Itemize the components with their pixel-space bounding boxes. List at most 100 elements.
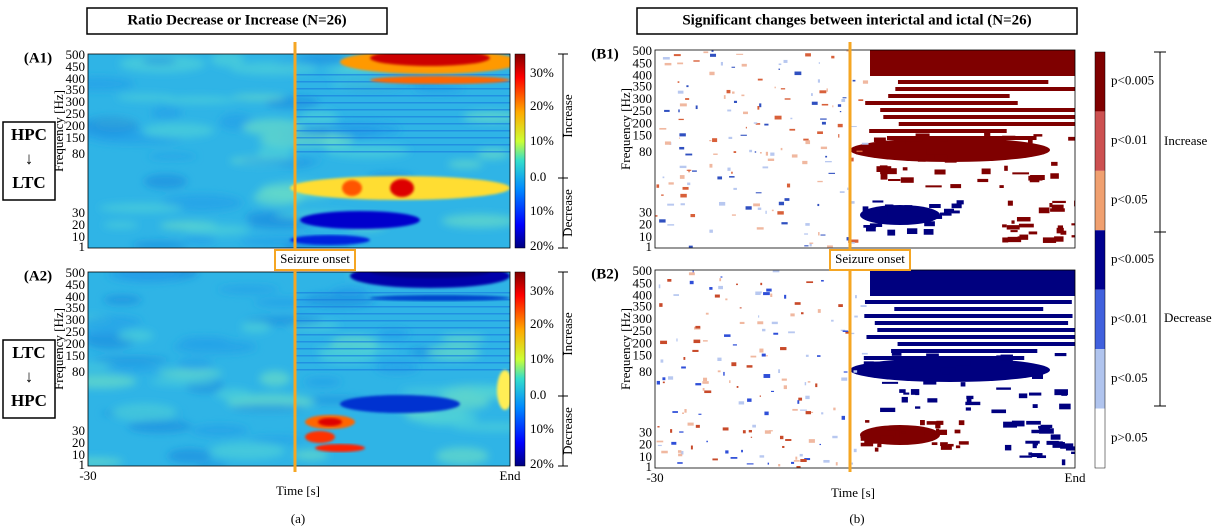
- y-tick-label: 250: [633, 323, 653, 338]
- speck: [965, 401, 981, 406]
- speck: [991, 409, 1007, 414]
- speck: [1016, 217, 1031, 222]
- speck: [827, 245, 833, 248]
- y-tick-label: 300: [66, 312, 86, 327]
- speck: [846, 237, 849, 241]
- speck: [861, 142, 869, 145]
- speck: [1054, 236, 1064, 242]
- speck: [1031, 373, 1044, 379]
- speck: [690, 214, 696, 218]
- speck: [917, 210, 930, 215]
- speck: [767, 158, 775, 161]
- speck: [841, 99, 846, 102]
- colorbar-tick-label: 20%: [530, 316, 554, 331]
- speck: [910, 139, 917, 143]
- speck: [753, 203, 760, 207]
- speck: [865, 420, 870, 423]
- speck: [1032, 443, 1037, 449]
- speck: [693, 339, 701, 344]
- speck: [850, 332, 855, 335]
- speck: [769, 430, 773, 432]
- speck: [940, 444, 952, 450]
- y-tick-label: 80: [639, 144, 652, 159]
- speck: [888, 178, 901, 182]
- speck: [821, 412, 824, 415]
- axes-frame: [654, 49, 1076, 249]
- band: [295, 130, 510, 132]
- subplot-label: (A1): [24, 50, 52, 66]
- speck: [720, 61, 723, 66]
- colorbar-label: p<0.01: [1111, 310, 1148, 325]
- y-tick-label: 400: [66, 71, 86, 86]
- speck: [790, 117, 793, 120]
- speck: [955, 445, 961, 449]
- speck: [673, 54, 681, 57]
- speck: [709, 163, 713, 168]
- speck: [905, 138, 923, 142]
- y-tick-label: 400: [633, 288, 653, 303]
- heatmap: [655, 50, 1075, 248]
- texture: [209, 442, 286, 460]
- texture: [452, 422, 510, 432]
- speck: [759, 103, 762, 108]
- speck: [851, 242, 855, 244]
- band: [295, 362, 510, 364]
- band: [295, 355, 510, 357]
- texture: [131, 240, 189, 248]
- speck: [1003, 421, 1018, 428]
- speck: [731, 362, 737, 367]
- blob: [497, 370, 510, 410]
- y-tick-label: 500: [633, 263, 653, 278]
- speck: [847, 187, 849, 191]
- bracket-label: Decrease: [560, 407, 575, 455]
- y-tick-label: 300: [633, 91, 653, 106]
- y-tick-label: 30: [639, 424, 652, 439]
- speck: [703, 51, 709, 54]
- texture: [88, 374, 137, 389]
- speck: [851, 239, 859, 243]
- speck: [658, 284, 661, 289]
- speck: [692, 270, 694, 274]
- speck: [900, 438, 908, 441]
- texture: [116, 93, 174, 101]
- speck: [717, 176, 723, 180]
- speck: [923, 380, 937, 385]
- speck: [679, 146, 685, 150]
- title-box: [86, 7, 388, 35]
- seizure-onset-box: [829, 249, 911, 271]
- speck: [1004, 444, 1012, 451]
- speck: [709, 140, 712, 142]
- speck: [897, 440, 910, 443]
- bracket: [1154, 51, 1166, 407]
- speck: [817, 180, 823, 183]
- speck: [840, 329, 846, 331]
- speck: [752, 424, 756, 428]
- axes-frame: [87, 53, 511, 249]
- speck: [1059, 403, 1071, 410]
- y-tick-label: 1: [646, 239, 653, 254]
- speck: [880, 407, 896, 413]
- speck: [936, 429, 948, 435]
- speck: [704, 390, 712, 394]
- speck: [702, 381, 709, 384]
- speck: [739, 321, 745, 325]
- speck: [725, 450, 729, 454]
- region: [865, 101, 1018, 105]
- texture: [103, 221, 139, 229]
- region: [869, 129, 1007, 133]
- speck: [656, 380, 660, 385]
- speck: [924, 221, 935, 227]
- speck: [839, 191, 845, 193]
- colorbar-tick-label: 30%: [530, 283, 554, 298]
- texture: [265, 96, 320, 109]
- speck: [778, 63, 782, 66]
- texture: [117, 330, 154, 342]
- colorbar-label: p>0.05: [1111, 429, 1148, 444]
- texture: [447, 160, 483, 169]
- speck: [792, 408, 798, 411]
- blob: [370, 54, 490, 66]
- speck: [657, 426, 660, 428]
- speck: [729, 176, 735, 178]
- speck: [981, 168, 991, 175]
- speck: [880, 173, 888, 180]
